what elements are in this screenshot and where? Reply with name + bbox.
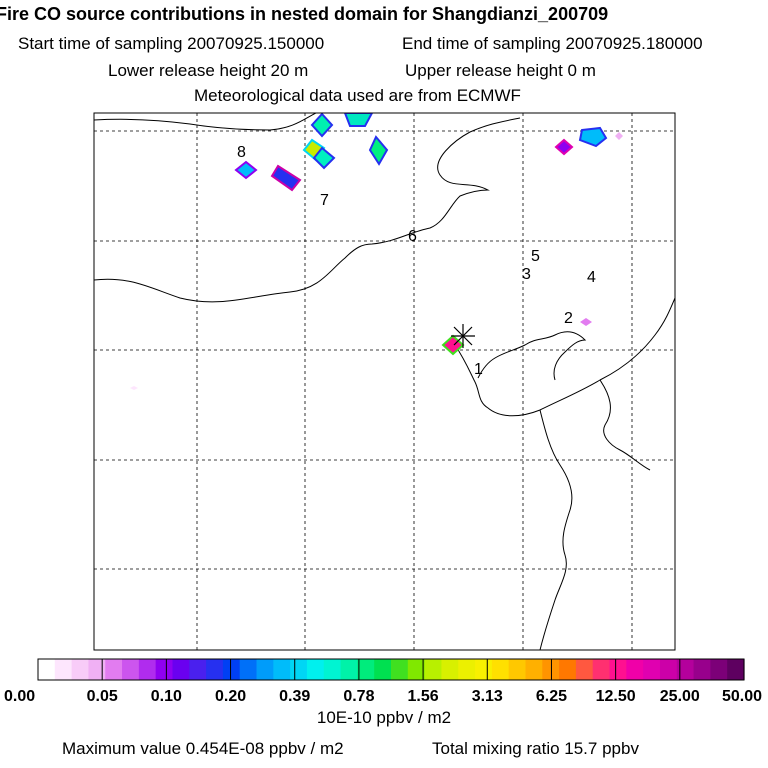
colorbar-cell bbox=[256, 659, 274, 680]
cell bbox=[234, 160, 258, 180]
colorbar-cell bbox=[676, 659, 695, 680]
colorbar-cell bbox=[441, 659, 459, 680]
coastline-north bbox=[94, 113, 318, 131]
cell bbox=[615, 132, 623, 140]
colorbar-cell bbox=[105, 659, 123, 680]
map-frame bbox=[93, 112, 676, 651]
lower-release-label: Lower release height 20 m bbox=[108, 61, 309, 80]
grid-label-4: 4 bbox=[587, 269, 596, 286]
grid-label-7: 7 bbox=[320, 192, 329, 209]
coastline-east bbox=[454, 297, 675, 417]
colorbar-cell bbox=[222, 659, 241, 680]
met-data-label: Meteorological data used are from ECMWF bbox=[194, 86, 521, 105]
colorbar-tick-label: 0.05 bbox=[87, 688, 118, 705]
colorbar-cell bbox=[727, 659, 745, 680]
colorbar-cell bbox=[475, 659, 493, 680]
colorbar-cell bbox=[239, 659, 258, 680]
colorbar-tick-label: 12.50 bbox=[596, 688, 636, 705]
colorbar-cell bbox=[122, 659, 140, 680]
colorbar-cell bbox=[626, 659, 644, 680]
coastline bbox=[94, 117, 521, 303]
cell bbox=[554, 138, 574, 156]
colorbar-cell bbox=[508, 659, 527, 680]
colorbar-cell bbox=[424, 659, 443, 680]
colorbar-cell bbox=[189, 659, 207, 680]
cell bbox=[368, 135, 389, 166]
max-value-label: Maximum value 0.454E-08 ppbv / m2 bbox=[62, 739, 344, 758]
colorbar-cell bbox=[306, 659, 325, 680]
colorbar-tick-label: 50.00 bbox=[722, 688, 762, 705]
concentration-cells bbox=[130, 113, 623, 390]
colorbar-cell bbox=[575, 659, 594, 680]
colorbar-cell bbox=[609, 659, 627, 680]
colorbar-frame bbox=[37, 658, 745, 681]
colorbar-cell bbox=[71, 659, 90, 680]
cell bbox=[310, 113, 334, 138]
colorbar-cell bbox=[54, 659, 73, 680]
cell bbox=[270, 164, 302, 192]
colorbar-cell bbox=[88, 659, 106, 680]
grid-label-1: 1 bbox=[474, 361, 483, 378]
colorbar-cell bbox=[710, 659, 728, 680]
colorbar-tick-label: 25.00 bbox=[660, 688, 700, 705]
grid-label-6: 6 bbox=[408, 228, 417, 245]
sampling-start-label: Start time of sampling 20070925.150000 bbox=[18, 34, 325, 53]
colorbar-cell bbox=[206, 659, 224, 680]
colorbar-cell bbox=[659, 659, 678, 680]
chart-title: Fire CO source contributions in nested d… bbox=[0, 4, 609, 24]
colorbar-cell bbox=[374, 659, 392, 680]
colorbar-cell bbox=[290, 659, 308, 680]
colorbar-tick-label: 1.56 bbox=[408, 688, 439, 705]
colorbar-cell bbox=[491, 659, 510, 680]
station-marker bbox=[451, 324, 475, 348]
colorbar-cell bbox=[155, 659, 174, 680]
colorbar-cell bbox=[340, 659, 358, 680]
colorbar-cell bbox=[407, 659, 426, 680]
colorbar-unit: 10E-10 ppbv / m2 bbox=[316, 708, 452, 727]
cell bbox=[312, 146, 336, 170]
grid-label-5: 5 bbox=[531, 248, 540, 265]
colorbar-cell bbox=[138, 659, 157, 680]
colorbar-cell bbox=[559, 659, 577, 680]
cell bbox=[343, 113, 374, 127]
colorbar-tick-label: 0.78 bbox=[343, 688, 374, 705]
colorbar-cell bbox=[693, 659, 711, 680]
grid-lines bbox=[94, 113, 675, 650]
cell bbox=[130, 386, 138, 390]
grid-label-8: 8 bbox=[237, 144, 246, 161]
colorbar-cell bbox=[525, 659, 543, 680]
colorbar-tick-label: 3.13 bbox=[472, 688, 503, 705]
colorbar-cell bbox=[323, 659, 342, 680]
coastline-south bbox=[539, 409, 573, 650]
colorbar-cell bbox=[38, 659, 56, 680]
colorbar-cell bbox=[172, 659, 190, 680]
colorbar-cell bbox=[357, 659, 375, 680]
total-mixing-label: Total mixing ratio 15.7 ppbv bbox=[432, 739, 639, 758]
colorbar-tick-label: 0.20 bbox=[215, 688, 246, 705]
colorbar-tick-label: 0.00 bbox=[4, 688, 35, 705]
colorbar-cell bbox=[458, 659, 476, 680]
colorbar-cell bbox=[391, 659, 409, 680]
cell bbox=[580, 318, 592, 326]
grid-label-2: 2 bbox=[564, 310, 573, 327]
sampling-end-label: End time of sampling 20070925.180000 bbox=[402, 34, 703, 53]
colorbar-cell bbox=[273, 659, 291, 680]
coastline-bay bbox=[477, 331, 587, 381]
upper-release-label: Upper release height 0 m bbox=[405, 61, 596, 80]
grid-label-3: 3 bbox=[522, 266, 531, 283]
colorbar-tick-label: 6.25 bbox=[536, 688, 567, 705]
cell bbox=[578, 126, 608, 148]
colorbar-tick-label: 0.39 bbox=[279, 688, 310, 705]
colorbar-cell bbox=[643, 659, 661, 680]
colorbar-cell bbox=[592, 659, 611, 680]
colorbar-tick-label: 0.10 bbox=[151, 688, 182, 705]
